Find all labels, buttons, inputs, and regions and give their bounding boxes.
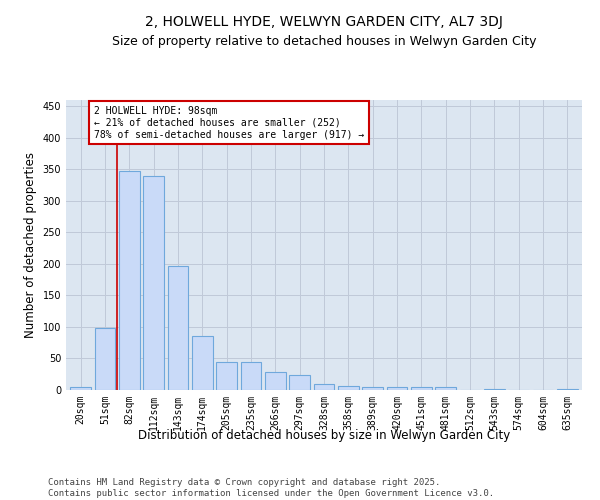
Bar xyxy=(143,176,164,390)
Text: Size of property relative to detached houses in Welwyn Garden City: Size of property relative to detached ho… xyxy=(112,35,536,48)
Text: Contains HM Land Registry data © Crown copyright and database right 2025.
Contai: Contains HM Land Registry data © Crown c… xyxy=(48,478,494,498)
Bar xyxy=(484,388,505,390)
Bar xyxy=(167,266,188,390)
Bar xyxy=(338,386,359,390)
Bar xyxy=(436,388,456,390)
Bar xyxy=(265,372,286,390)
Text: 2, HOLWELL HYDE, WELWYN GARDEN CITY, AL7 3DJ: 2, HOLWELL HYDE, WELWYN GARDEN CITY, AL7… xyxy=(145,15,503,29)
Y-axis label: Number of detached properties: Number of detached properties xyxy=(24,152,37,338)
Bar xyxy=(70,387,91,390)
Bar xyxy=(192,336,212,390)
Bar xyxy=(314,384,334,390)
Bar xyxy=(386,388,407,390)
Bar xyxy=(119,170,140,390)
Bar xyxy=(362,387,383,390)
Text: 2 HOLWELL HYDE: 98sqm
← 21% of detached houses are smaller (252)
78% of semi-det: 2 HOLWELL HYDE: 98sqm ← 21% of detached … xyxy=(94,106,364,140)
Bar xyxy=(289,375,310,390)
Bar xyxy=(411,387,432,390)
Bar xyxy=(241,362,262,390)
Bar xyxy=(95,328,115,390)
Bar xyxy=(557,388,578,390)
Bar xyxy=(216,362,237,390)
Text: Distribution of detached houses by size in Welwyn Garden City: Distribution of detached houses by size … xyxy=(138,428,510,442)
